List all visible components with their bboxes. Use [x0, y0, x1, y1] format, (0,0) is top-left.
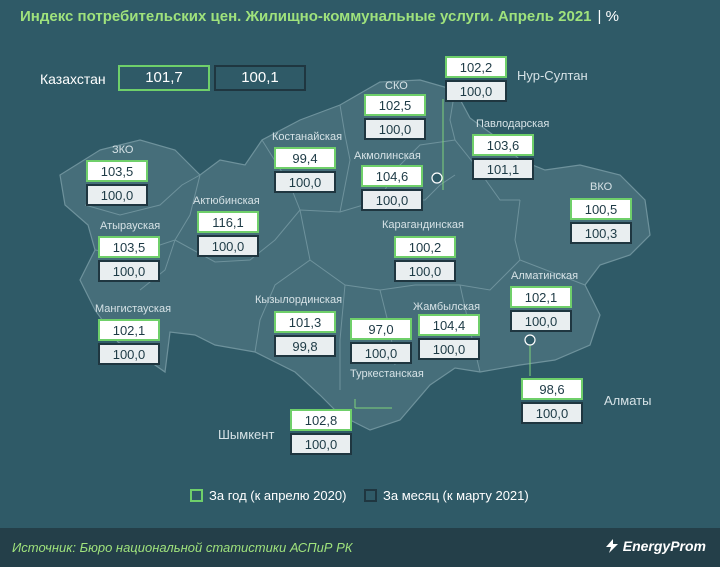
- legend-item-month: За месяц (к марту 2021): [364, 488, 529, 503]
- region-month-aktobe: 100,0: [197, 235, 259, 257]
- region-month-turkestan: 100,0: [350, 342, 412, 364]
- region-label-pavlodar: Павлодарская: [476, 118, 550, 130]
- region-year-sko: 102,5: [364, 94, 426, 116]
- region-month-kyzylorda: 99,8: [274, 335, 336, 357]
- region-month-zko: 100,0: [86, 184, 148, 206]
- connector-lines: [354, 99, 531, 409]
- region-label-zko: ЗКО: [112, 144, 134, 156]
- region-month-sko: 100,0: [364, 118, 426, 140]
- region-year-aktobe: 116,1: [197, 211, 259, 233]
- legend-swatch-year: [190, 489, 203, 502]
- region-year-mangystau: 102,1: [98, 319, 160, 341]
- chart-title: Индекс потребительских цен. Жилищно-комм…: [20, 8, 619, 25]
- region-year-turkestan: 97,0: [350, 318, 412, 340]
- source-note: Источник: Бюро национальной статистики А…: [12, 540, 353, 555]
- region-label-kostanay: Костанайская: [272, 131, 343, 143]
- region-year-akmola: 104,6: [361, 165, 423, 187]
- country-label: Казахстан: [40, 71, 106, 87]
- region-year-kostanay: 99,4: [274, 147, 336, 169]
- region-label-turkestan: Туркестанская: [350, 368, 424, 380]
- city-label-almaty: Алматы: [604, 393, 652, 408]
- footer-bar: [0, 528, 720, 567]
- region-month-pavlodar: 101,1: [472, 158, 534, 180]
- region-label-zhambyl: Жамбылская: [413, 301, 481, 313]
- region-year-atyrau: 103,5: [98, 236, 160, 258]
- region-month-vko: 100,3: [570, 222, 632, 244]
- legend: За год (к апрелю 2020) За месяц (к марту…: [190, 488, 543, 503]
- region-label-aktobe: Актюбинская: [193, 195, 260, 207]
- region-label-kyzylorda: Кызылординская: [255, 294, 343, 306]
- region-year-kyzylorda: 101,3: [274, 311, 336, 333]
- city-month-nursultan: 100,0: [445, 80, 507, 102]
- country-year-value: 101,7: [118, 65, 210, 91]
- region-month-akmola: 100,0: [361, 189, 423, 211]
- region-month-kostanay: 100,0: [274, 171, 336, 193]
- city-month-shymkent: 100,0: [290, 433, 352, 455]
- city-year-shymkent: 102,8: [290, 409, 352, 431]
- region-year-pavlodar: 103,6: [472, 134, 534, 156]
- region-year-vko: 100,5: [570, 198, 632, 220]
- region-month-mangystau: 100,0: [98, 343, 160, 365]
- country-month-value: 100,1: [214, 65, 306, 91]
- region-label-almaty-region: Алматинская: [511, 270, 579, 282]
- region-label-vko: ВКО: [590, 181, 613, 193]
- region-month-zhambyl: 100,0: [418, 338, 480, 360]
- legend-swatch-month: [364, 489, 378, 502]
- region-label-karaganda: Карагандинская: [382, 219, 464, 231]
- city-year-almaty: 98,6: [521, 378, 583, 400]
- nursultan-city-marker: [431, 172, 443, 184]
- region-month-almaty-region: 100,0: [510, 310, 572, 332]
- brand-logo: EnergyProm: [604, 538, 706, 554]
- legend-item-year: За год (к апрелю 2020): [190, 488, 346, 503]
- region-year-karaganda: 100,2: [394, 236, 456, 258]
- region-label-sko: СКО: [385, 80, 408, 92]
- lightning-icon: [605, 539, 618, 553]
- region-year-zhambyl: 104,4: [418, 314, 480, 336]
- region-month-karaganda: 100,0: [394, 260, 456, 282]
- region-label-akmola: Акмолинская: [354, 150, 421, 162]
- region-label-atyrau: Атырауская: [100, 220, 161, 232]
- region-year-almaty-region: 102,1: [510, 286, 572, 308]
- almaty-city-marker: [524, 334, 536, 346]
- city-year-nursultan: 102,2: [445, 56, 507, 78]
- region-label-mangystau: Мангистауская: [95, 303, 172, 315]
- city-label-nursultan: Нур-Султан: [517, 68, 588, 83]
- region-year-zko: 103,5: [86, 160, 148, 182]
- city-label-shymkent: Шымкент: [218, 427, 275, 442]
- region-month-atyrau: 100,0: [98, 260, 160, 282]
- city-month-almaty: 100,0: [521, 402, 583, 424]
